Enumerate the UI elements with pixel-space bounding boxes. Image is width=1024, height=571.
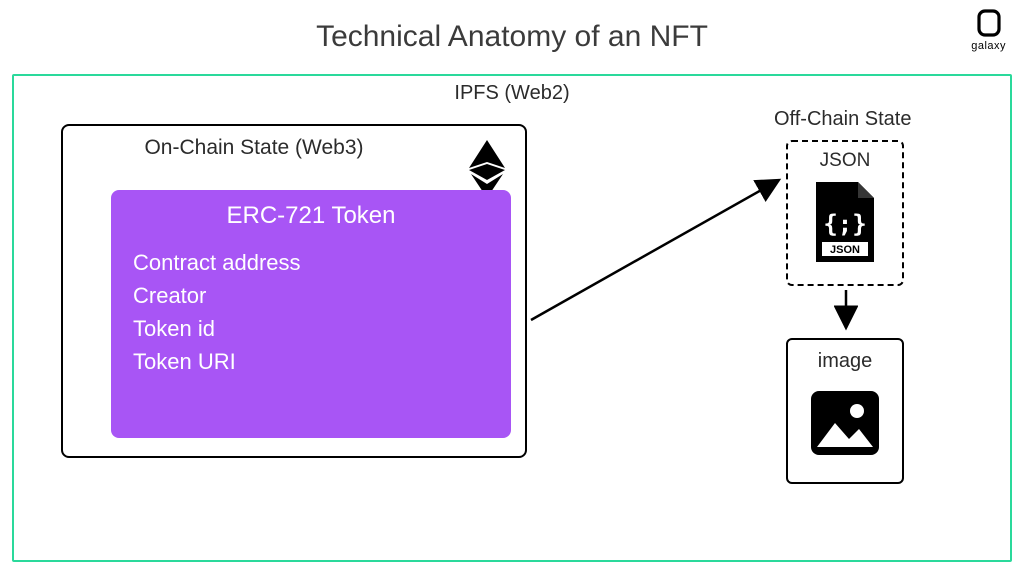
image-box-title: image	[788, 350, 902, 373]
svg-text:JSON: JSON	[830, 244, 860, 256]
json-box: JSON {;} JSON	[786, 140, 904, 286]
ipfs-label: IPFS (Web2)	[14, 82, 1010, 105]
page-title: Technical Anatomy of an NFT	[0, 20, 1024, 54]
arrow-json-to-image	[834, 288, 858, 338]
token-title: ERC-721 Token	[111, 190, 511, 230]
brand-logo: galaxy	[971, 8, 1006, 52]
token-field: Creator	[133, 279, 511, 312]
token-field: Contract address	[133, 246, 511, 279]
ipfs-container: IPFS (Web2) On-Chain State (Web3) ERC-72…	[12, 74, 1012, 562]
onchain-label: On-Chain State (Web3)	[63, 136, 445, 160]
offchain-label: Off-Chain State	[774, 108, 911, 131]
token-fields: Contract address Creator Token id Token …	[111, 230, 511, 378]
token-field: Token URI	[133, 345, 511, 378]
onchain-container: On-Chain State (Web3) ERC-721 Token Cont…	[61, 124, 527, 458]
json-file-icon: {;} JSON	[812, 180, 878, 264]
arrow-onchain-to-json	[527, 170, 797, 330]
token-field: Token id	[133, 312, 511, 345]
token-box: ERC-721 Token Contract address Creator T…	[111, 190, 511, 438]
svg-text:{;}: {;}	[823, 210, 866, 238]
json-box-title: JSON	[788, 150, 902, 172]
image-icon	[805, 383, 885, 463]
image-box: image	[786, 338, 904, 484]
brand-text: galaxy	[971, 40, 1006, 52]
galaxy-icon	[974, 8, 1004, 38]
